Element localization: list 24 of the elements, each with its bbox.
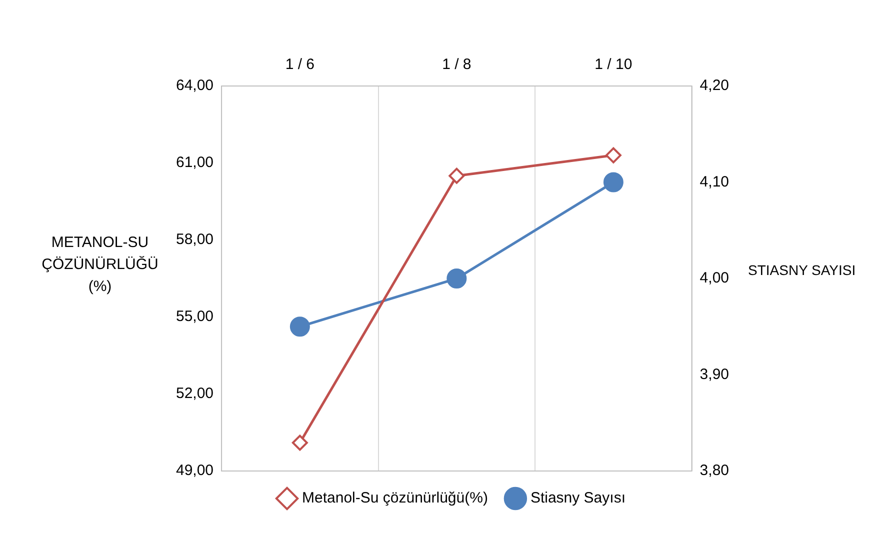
y-tick-label: 61,00 <box>176 154 214 172</box>
point <box>446 268 467 288</box>
y-tick-label: 52,00 <box>176 385 214 402</box>
x-tick-label: 1 / 10 <box>594 56 632 74</box>
point <box>605 147 622 164</box>
y2-axis-title: STIASNY SAYISI <box>748 261 856 280</box>
point <box>448 168 465 184</box>
y-tick-label: 58,00 <box>176 231 214 248</box>
y2-tick-label: 3,90 <box>700 366 730 383</box>
x-tick-label: 1 / 8 <box>442 56 472 74</box>
y-tick-label: 64,00 <box>176 77 214 94</box>
x-tick-label: 1 / 6 <box>285 56 315 74</box>
legend-label: Metanol-Su çözünürlüğü(%) <box>302 490 488 507</box>
y-axis-title: METANOL-SU ÇÖZÜNÜRLÜĞÜ (%) <box>42 234 158 295</box>
legend-label: Stiasny Sayısı <box>530 490 626 507</box>
point <box>603 172 624 192</box>
y2-tick-label: 4,00 <box>700 270 730 287</box>
point <box>292 434 308 451</box>
y2-tick-label: 3,80 <box>700 462 730 480</box>
y2-tick-label: 4,20 <box>700 77 730 94</box>
y-tick-label: 49,00 <box>176 462 214 480</box>
y-tick-label: 55,00 <box>176 308 214 326</box>
point <box>290 316 310 337</box>
y2-tick-label: 4,10 <box>700 173 730 190</box>
